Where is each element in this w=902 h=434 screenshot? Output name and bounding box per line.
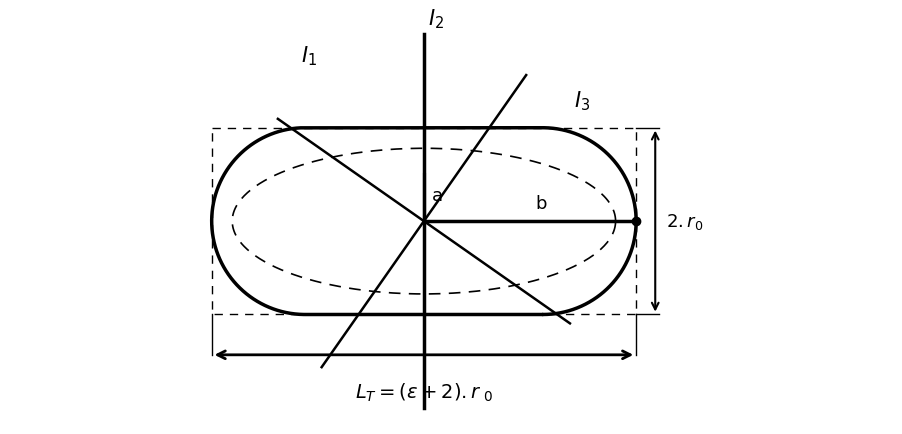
Text: b: b [534,194,546,212]
Text: $I_1$: $I_1$ [301,44,318,67]
Text: a: a [431,187,442,205]
Text: $2.r_0$: $2.r_0$ [665,212,703,232]
Text: $I_3$: $I_3$ [574,90,590,113]
Text: $I_2$: $I_2$ [428,7,444,31]
Text: $L_T = (\varepsilon +2).r_{\ 0}$: $L_T = (\varepsilon +2).r_{\ 0}$ [354,381,492,403]
